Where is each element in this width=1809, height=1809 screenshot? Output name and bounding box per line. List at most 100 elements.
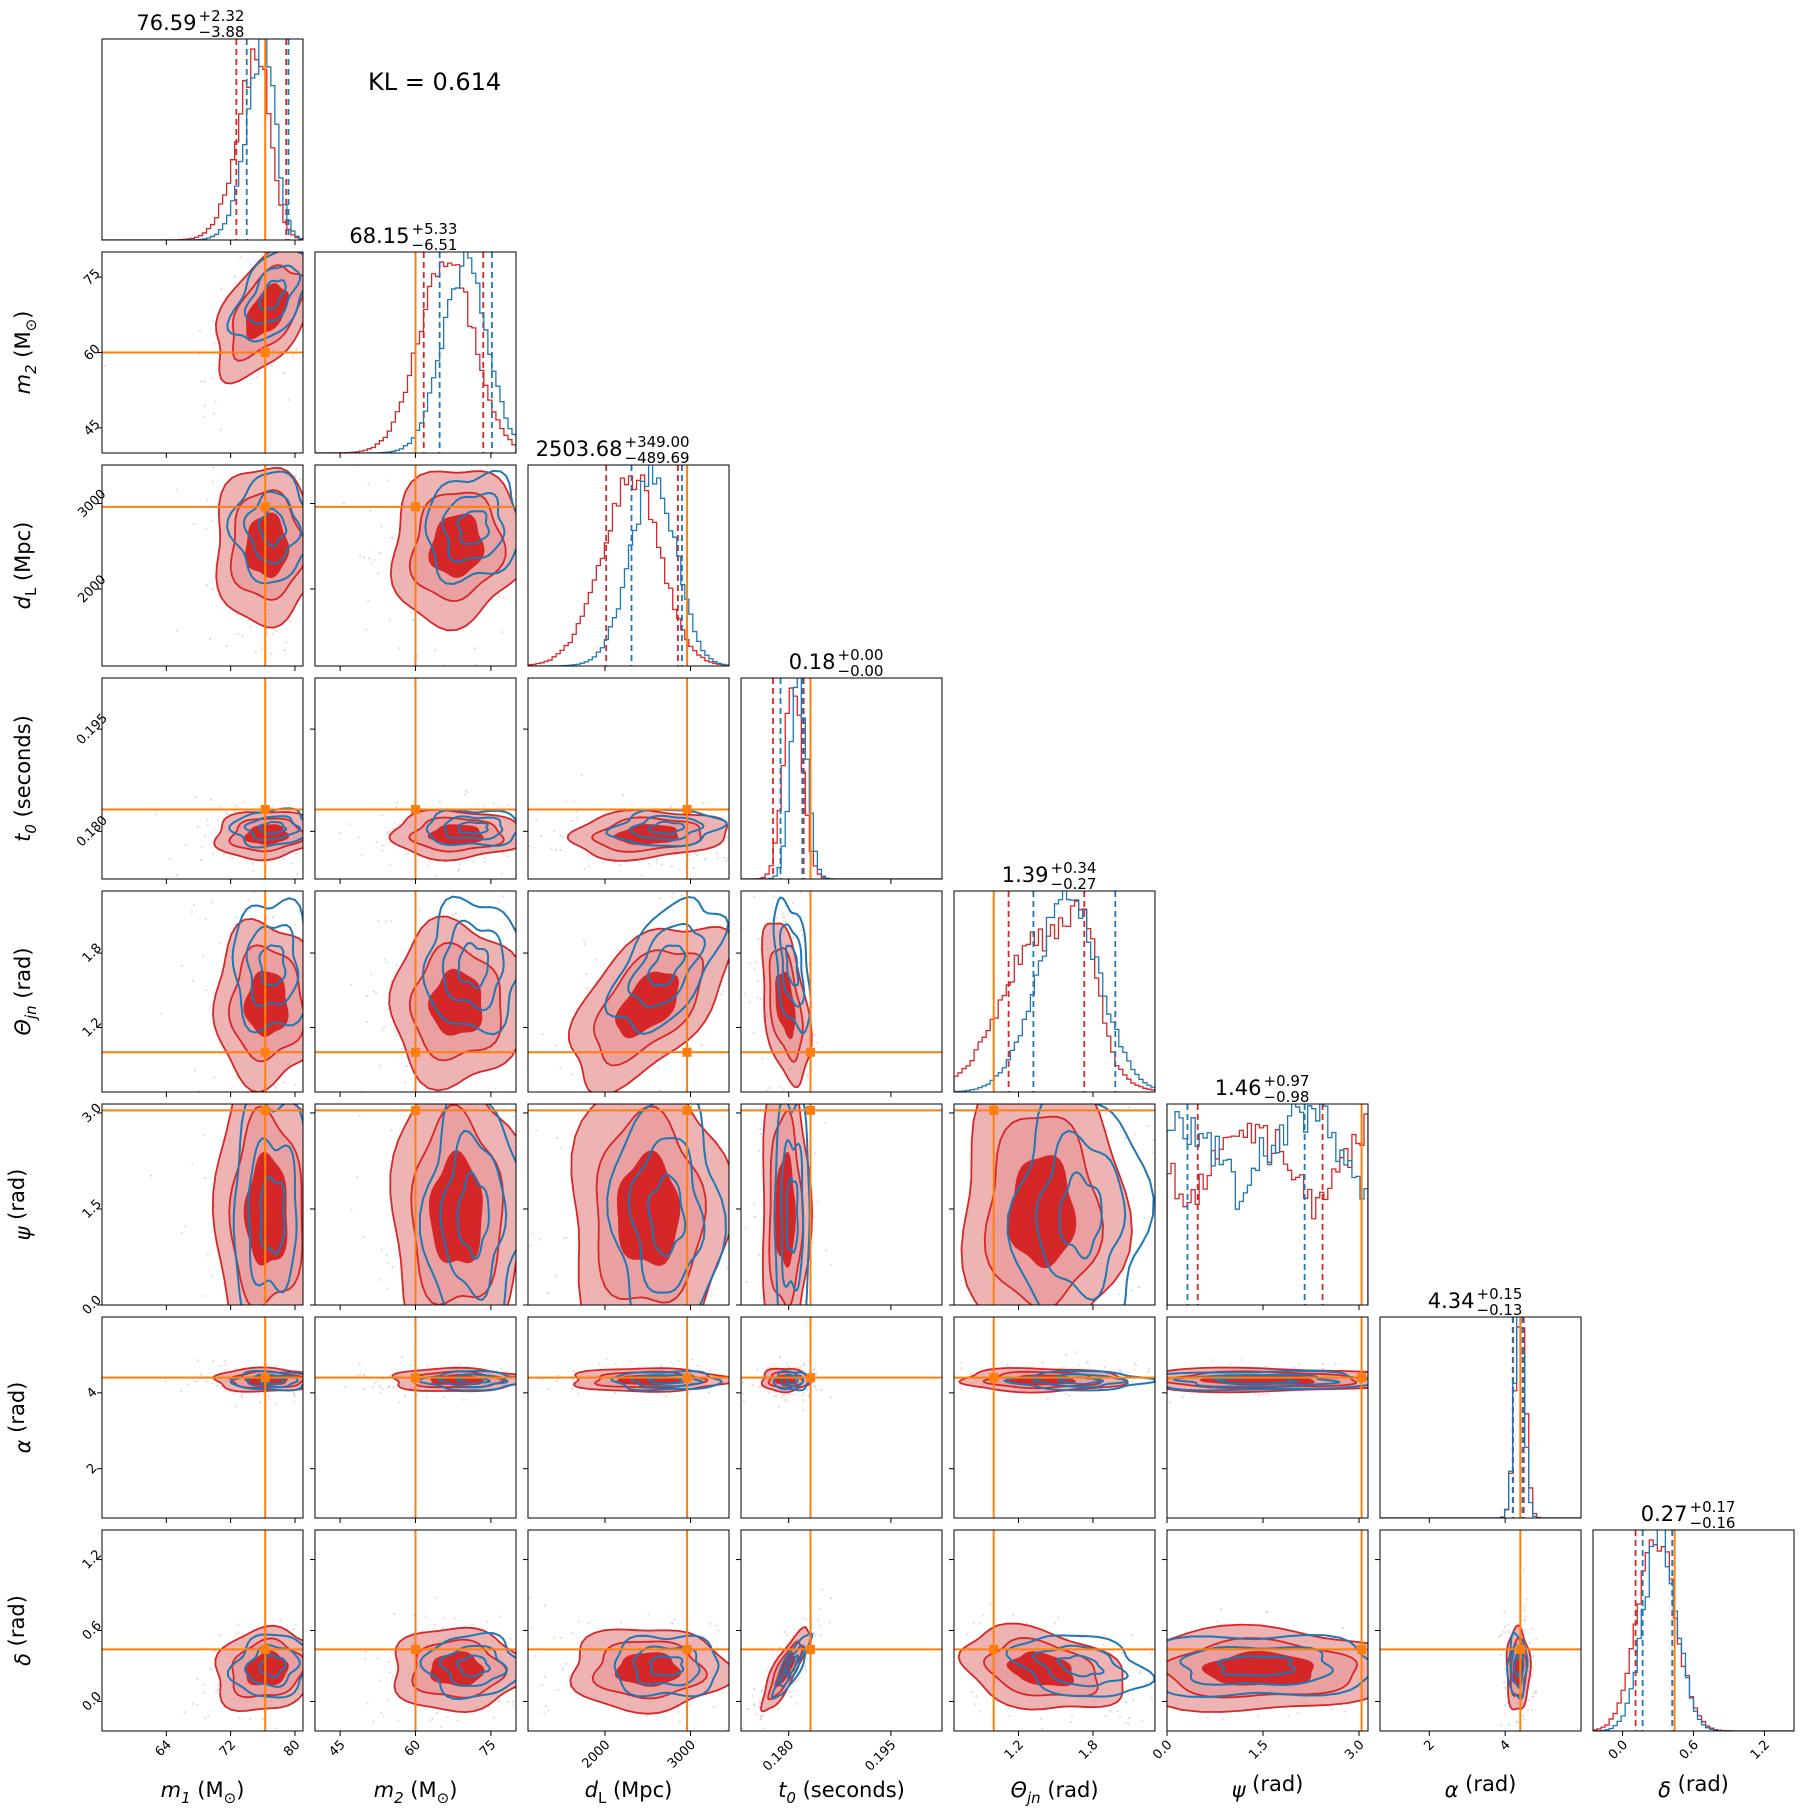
panel-frame <box>527 890 730 1093</box>
y-tick-label: 60 <box>81 342 103 364</box>
contour-blue-2 <box>1056 1654 1105 1678</box>
panel-frame <box>1166 1316 1369 1519</box>
contour-blue-0 <box>226 470 303 585</box>
y-tick-label: 0.0 <box>80 1689 105 1714</box>
panel-frame <box>740 677 943 880</box>
panel-frame <box>740 1103 943 1306</box>
truth-marker <box>260 1644 270 1654</box>
title-plus: +5.33 <box>412 220 458 238</box>
histogram-blue-alpha <box>1380 1317 1581 1518</box>
contour-blue-2 <box>648 1655 685 1677</box>
truth-marker <box>989 1105 999 1115</box>
truth-marker <box>682 1644 692 1654</box>
contour-red-2 <box>246 283 290 340</box>
contour-blue-1 <box>243 264 302 325</box>
panel-theta-vs-t0 <box>736 890 943 1097</box>
contour-blue-2 <box>457 821 489 835</box>
panel-alpha-vs-theta <box>949 1316 1156 1523</box>
truth-marker <box>411 1105 420 1115</box>
panel-frame <box>953 1316 1156 1519</box>
panel-title-alpha: 4.34 +0.15−0.13 <box>1428 1285 1523 1319</box>
y-tick-label: 4 <box>84 1385 100 1401</box>
histogram-blue-t0 <box>741 678 942 879</box>
panel-dL-vs-m1: 2000 3000 <box>75 464 304 671</box>
truth-marker <box>260 1105 270 1115</box>
contour-blue-0 <box>419 1631 516 1701</box>
panel-frame <box>101 1316 304 1519</box>
y-tick-label: 1.2 <box>80 1015 105 1040</box>
y-axis-label-alpha: α (rad) <box>5 1382 35 1454</box>
panel-psi-vs-t0 <box>736 1103 943 1310</box>
panel-delta-vs-theta: 1.2 1.8 <box>949 1529 1156 1763</box>
panel-psi-vs-m1: 0.0 1.5 3.0 <box>80 1101 304 1318</box>
y-tick-label: 2 <box>84 1461 100 1477</box>
truth-marker <box>260 1047 270 1057</box>
contour-blue-1 <box>779 1373 805 1389</box>
truth-marker <box>805 1373 815 1383</box>
panel-frame <box>101 1103 304 1306</box>
contour-blue-2 <box>785 1176 799 1254</box>
panel-frame <box>527 1103 730 1306</box>
contour-blue-1 <box>247 1137 298 1294</box>
contour-blue-0 <box>227 1633 303 1699</box>
contour-blue-0 <box>1506 1631 1529 1700</box>
x-tick-label: 75 <box>477 1738 499 1760</box>
y-axis-label-theta: Θjn (rad) <box>11 947 40 1035</box>
panel-title-theta: 1.39 +0.34−0.27 <box>1002 859 1097 893</box>
x-axis-label-alpha: α (rad) <box>1445 1772 1517 1802</box>
panel-delta-vs-m2: 45 60 75 <box>310 1529 517 1760</box>
histogram-blue-m1 <box>102 39 303 240</box>
contour-blue-1 <box>243 815 302 841</box>
y-tick-label: 3.0 <box>80 1101 105 1126</box>
panel-frame <box>740 890 943 1093</box>
contour-blue-0 <box>772 1369 812 1392</box>
contour-blue-0 <box>605 808 728 848</box>
panel-t0-vs-m1: 0.180 0.195 <box>74 677 304 884</box>
x-axis-label-delta: δ (rad) <box>1658 1772 1729 1802</box>
y-tick-label: 0.180 <box>74 813 111 850</box>
title-value: 1.46 <box>1215 1076 1262 1100</box>
x-tick-label: 2000 <box>579 1738 613 1772</box>
panel-delta-vs-m1: 64 72 80 0.0 0.6 1.2 <box>80 1529 304 1760</box>
panel-frame <box>527 464 730 667</box>
contour-blue-0 <box>770 1632 814 1700</box>
contour-blue-2 <box>456 1170 490 1260</box>
contour-blue-0 <box>610 1369 723 1392</box>
contour-blue-2 <box>456 510 490 545</box>
panel-alpha-vs-psi <box>1162 1316 1369 1523</box>
contour-blue-2 <box>258 279 287 311</box>
contour-blue-0 <box>603 895 729 1035</box>
contour-blue-1 <box>441 491 506 563</box>
contour-blue-1 <box>242 490 303 565</box>
y-tick-label: 45 <box>81 417 103 439</box>
panel-title-t0: 0.18 +0.00−0.00 <box>789 646 884 680</box>
title-minus: −3.88 <box>199 23 245 41</box>
panel-dL-vs-m2 <box>310 464 517 671</box>
truth-marker <box>260 805 270 815</box>
truth-marker <box>411 805 420 815</box>
title-plus: +0.00 <box>838 646 884 664</box>
x-tick-label: 1.8 <box>1076 1738 1101 1763</box>
contour-red-2 <box>244 512 290 579</box>
contour-red-2 <box>427 968 483 1036</box>
panel-t0-vs-m2 <box>310 677 517 884</box>
contour-blue-1 <box>1034 1129 1127 1302</box>
panel-delta-vs-t0: 0.180 0.195 <box>736 1529 943 1774</box>
x-tick-label: 72 <box>217 1738 239 1760</box>
contour-red-2 <box>1007 1154 1077 1269</box>
truth-marker <box>260 1373 270 1383</box>
contour-blue-0 <box>232 1104 303 1305</box>
panel-frame <box>527 1316 730 1519</box>
x-tick-label: 4 <box>1497 1738 1513 1754</box>
panel-psi-vs-m2 <box>310 1103 517 1310</box>
contour-blue-0 <box>226 252 303 343</box>
contour-blue-1 <box>246 1373 299 1389</box>
contour-red-2 <box>430 1651 485 1687</box>
truth-marker <box>411 1644 420 1654</box>
y-tick-label: 0.195 <box>74 711 111 748</box>
histogram-red-alpha <box>1380 1326 1581 1518</box>
title-plus: +0.15 <box>1477 1285 1523 1303</box>
truth-marker <box>411 1047 420 1057</box>
panel-theta-vs-theta: 1.39 +0.34−0.27 <box>953 859 1156 1097</box>
